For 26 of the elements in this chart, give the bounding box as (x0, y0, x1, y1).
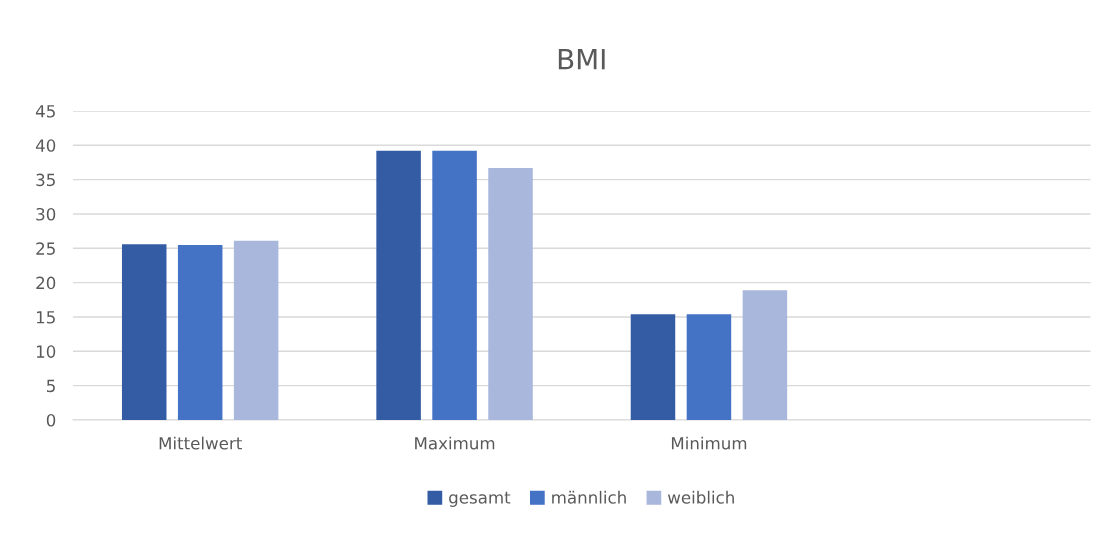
legend-label: gesamt (449, 491, 511, 507)
bar (432, 150, 477, 420)
y-tick-label: 40 (35, 139, 56, 152)
bar (488, 167, 533, 420)
bar (177, 244, 223, 420)
bar (233, 240, 279, 420)
y-tick-label: 5 (47, 379, 55, 393)
bar (742, 290, 788, 420)
chart-title: BMI (558, 49, 605, 70)
y-tick-label: 45 (35, 105, 55, 118)
y-tick-label: 0 (46, 413, 56, 427)
legend-label: weiblich (667, 490, 734, 504)
y-tick-label: 25 (36, 242, 55, 255)
x-tick-label: Maximum (415, 436, 495, 450)
bar (630, 314, 676, 420)
legend-label: männlich (552, 490, 626, 504)
y-tick-label: 35 (36, 173, 55, 187)
bar (686, 314, 732, 420)
y-tick-label: 30 (36, 207, 56, 221)
y-tick-label: 10 (36, 345, 56, 358)
y-tick-label: 15 (36, 311, 55, 324)
bar (121, 244, 167, 420)
x-tick-label: Minimum (671, 436, 747, 450)
bar (376, 150, 421, 420)
y-tick-label: 20 (36, 276, 56, 290)
x-tick-label: Mittelwert (159, 436, 242, 450)
